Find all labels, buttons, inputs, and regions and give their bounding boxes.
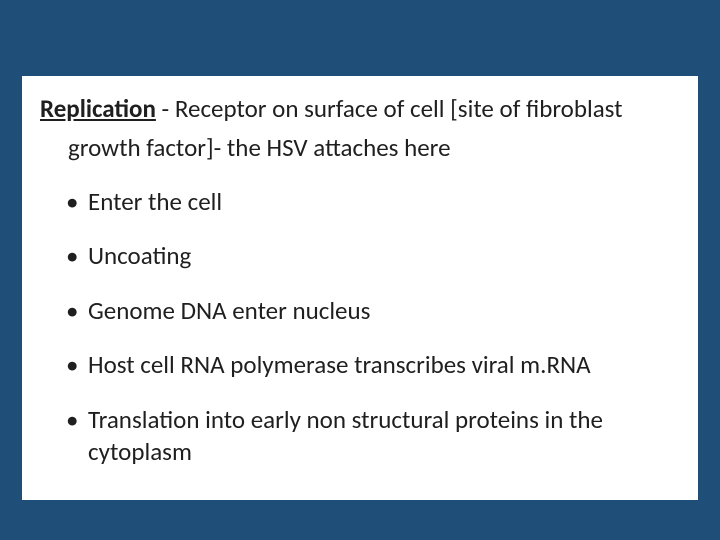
heading: Replication - Receptor on surface of cel…	[40, 90, 680, 168]
slide: Replication - Receptor on surface of cel…	[0, 0, 720, 540]
list-item: Enter the cell	[88, 186, 680, 219]
heading-title: Replication	[40, 93, 156, 124]
content-box: Replication - Receptor on surface of cel…	[22, 76, 698, 500]
list-item: Translation into early non structural pr…	[88, 404, 680, 469]
list-item: Uncoating	[88, 240, 680, 273]
bullet-list: Enter the cell Uncoating Genome DNA ente…	[40, 186, 680, 469]
list-item: Genome DNA enter nucleus	[88, 295, 680, 328]
list-item: Host cell RNA polymerase transcribes vir…	[88, 349, 680, 382]
